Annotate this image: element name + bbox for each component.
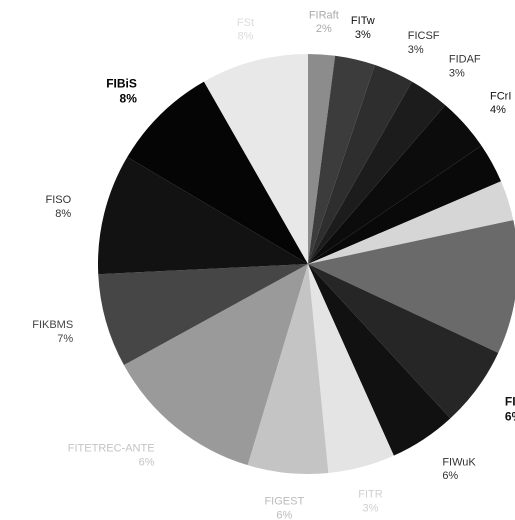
slice-percent: 8% — [55, 208, 71, 220]
pie-slice-f-5 — [308, 145, 502, 264]
slice-name: FIWuK — [442, 456, 476, 468]
slice-percent: 3% — [355, 29, 371, 41]
slice-label-fitw-1: FITw 3% — [351, 15, 375, 41]
slice-label-fiwuk-9: FIWuK 6% — [442, 456, 476, 482]
slice-name: FIDAF — [449, 54, 481, 66]
pie-labels: FIRaft2%FITw3%FICSF3%FIDAF3%FCrI4%FFIPT6… — [32, 9, 515, 520]
slice-label-firaft-0: FIRaft 2% — [309, 9, 339, 35]
pie-slices — [98, 54, 515, 475]
slice-name: FISO — [45, 194, 71, 206]
slice-label-fst-16: FSt 8% — [237, 17, 254, 43]
slice-name: FIGB — [505, 395, 515, 409]
slice-label-fikbms-13: FIKBMS 7% — [32, 319, 73, 345]
slice-label-fcri-4: FCrI 4% — [490, 90, 511, 116]
slice-percent: 3% — [449, 67, 465, 79]
slice-percent: 6% — [505, 410, 515, 424]
slice-name: FSt — [237, 17, 254, 29]
slice-name: FITR — [358, 489, 382, 501]
slice-percent: 2% — [316, 23, 332, 35]
slice-percent: 3% — [363, 502, 379, 514]
slice-percent: 3% — [408, 44, 424, 56]
slice-label-figest-11: FIGEST 6% — [264, 496, 304, 520]
slice-label-fitr-10: FITR 3% — [358, 489, 382, 515]
slice-label-fitetrec-ante-12: FITETREC-ANTE 6% — [68, 443, 155, 469]
slice-name: FITw — [351, 15, 375, 27]
pie-slice-firaft-0 — [308, 54, 336, 264]
slice-label-ficsf-2: FICSF 3% — [408, 30, 440, 56]
pie-slice-fcri-4 — [308, 105, 482, 265]
slice-label-fibis-15: FIBiS 8% — [106, 77, 137, 106]
pie-slice-fitetrec-ante-12 — [123, 264, 309, 466]
pie-slice-fikbms-13 — [98, 264, 308, 366]
slice-label-fiso-14: FISO 8% — [45, 194, 71, 220]
slice-name: FIKBMS — [32, 319, 73, 331]
pie-slice-figest-11 — [247, 264, 329, 475]
slice-name: FIRaft — [309, 9, 339, 21]
slice-label-fidaf-3: FIDAF 3% — [449, 54, 481, 80]
slice-percent: 4% — [490, 104, 506, 116]
pie-slice-ficsf-2 — [308, 64, 413, 264]
slice-name: FIGEST — [264, 496, 304, 508]
pie-slice-fidaf-3 — [308, 81, 446, 265]
slice-percent: 8% — [238, 31, 254, 43]
pie-slice-fitw-1 — [308, 55, 375, 264]
slice-name: FCrI — [490, 90, 511, 102]
pie-slice-figb-8 — [308, 264, 499, 419]
slice-percent: 7% — [57, 333, 73, 345]
pie-slice-fipt-7 — [308, 220, 515, 353]
pie-slice-fiso-14 — [98, 157, 308, 275]
pie-slice-fst-16 — [203, 54, 308, 264]
slice-name: FICSF — [408, 30, 440, 42]
pie-slice-fiwuk-9 — [308, 264, 451, 456]
slice-percent: 6% — [442, 470, 458, 482]
slice-percent: 6% — [139, 456, 155, 468]
pie-slice-unlabeled-6 — [308, 181, 514, 264]
pie-slice-fibis-15 — [127, 81, 308, 265]
slice-name: FIBiS — [106, 77, 137, 91]
slice-name: FITETREC-ANTE — [68, 443, 155, 455]
slice-percent: 8% — [120, 92, 138, 106]
slice-percent: 6% — [276, 509, 292, 520]
slice-label-figb-8: FIGB6% — [505, 395, 515, 424]
pie-slice-fitr-10 — [308, 264, 394, 474]
